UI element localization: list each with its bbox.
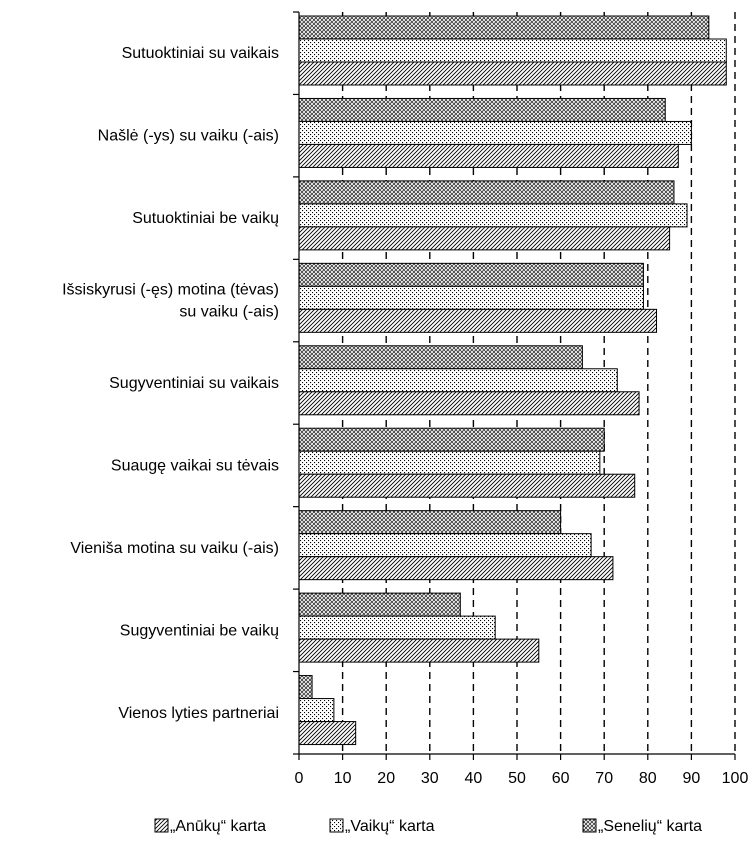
bars: [298, 15, 727, 746]
bar: [298, 61, 727, 86]
bar: [298, 592, 461, 617]
x-tick-label: 50: [508, 770, 526, 787]
x-tick-label: 70: [595, 770, 613, 787]
bar: [298, 285, 644, 310]
bar: [298, 143, 679, 168]
x-tick-label: 80: [639, 770, 657, 787]
bar: [298, 427, 605, 452]
category-labels: Sutuoktiniai su vaikais Našlė (-ys) su va…: [62, 45, 279, 722]
legend-label: „Vaikų“ karta: [345, 818, 435, 835]
bar: [298, 97, 666, 122]
bar: [298, 262, 644, 287]
category-label: Sugyventiniai su vaikais: [109, 375, 279, 392]
legend-label: „Senelių“ karta: [598, 818, 702, 835]
bar: [298, 638, 540, 663]
bar: [298, 556, 614, 581]
legend-label: „Anūkų“ karta: [170, 818, 266, 835]
bar: [298, 203, 688, 228]
bar: [298, 180, 675, 205]
category-label: Sugyventiniai be vaikų: [120, 622, 279, 639]
x-tick-label: 40: [465, 770, 483, 787]
legend-swatch: [582, 818, 597, 833]
bar: [298, 120, 692, 145]
category-label: Vieniša motina su vaiku (-ais): [70, 540, 279, 557]
category-label: Sutuoktiniai be vaikų: [132, 210, 279, 227]
category-label: Našlė (-ys) su vaiku (-ais): [98, 128, 279, 145]
bar: [298, 615, 496, 640]
category-label: Vienos lyties partneriai: [118, 705, 279, 722]
category-label: Suaugę vaikai su tėvais: [111, 457, 279, 474]
bar: [298, 15, 710, 40]
x-tick-label: 20: [377, 770, 395, 787]
x-tick-label: 0: [295, 770, 304, 787]
category-label: Išsiskyrusi (-ęs) motina (tėvas): [62, 282, 279, 299]
bar: [298, 473, 636, 498]
category-label: Sutuoktiniai su vaikais: [122, 45, 279, 62]
category-label: su vaiku (-ais): [179, 304, 279, 321]
axes: [293, 11, 736, 760]
x-tick-label: 100: [722, 770, 749, 787]
bar: [298, 698, 335, 723]
bar: [298, 38, 727, 63]
legend: „Anūkų“ karta „Vaikų“ karta „Senelių“ kart…: [154, 818, 702, 835]
bar: [298, 510, 562, 535]
x-tick-label: 60: [552, 770, 570, 787]
x-tick-labels: 0 10 20 30 40 50 60 70 80 90 100: [295, 770, 749, 787]
bar: [298, 450, 601, 475]
bar: [298, 533, 592, 558]
legend-swatch: [329, 818, 344, 833]
bar: [298, 368, 618, 393]
legend-swatch: [154, 818, 169, 833]
bar: [298, 308, 658, 333]
x-tick-label: 30: [421, 770, 439, 787]
x-tick-label: 90: [683, 770, 701, 787]
bar: [298, 721, 357, 746]
bar: [298, 345, 583, 370]
x-tick-label: 10: [334, 770, 352, 787]
bar: [298, 226, 671, 251]
bar: [298, 391, 640, 416]
bar: [298, 675, 313, 700]
